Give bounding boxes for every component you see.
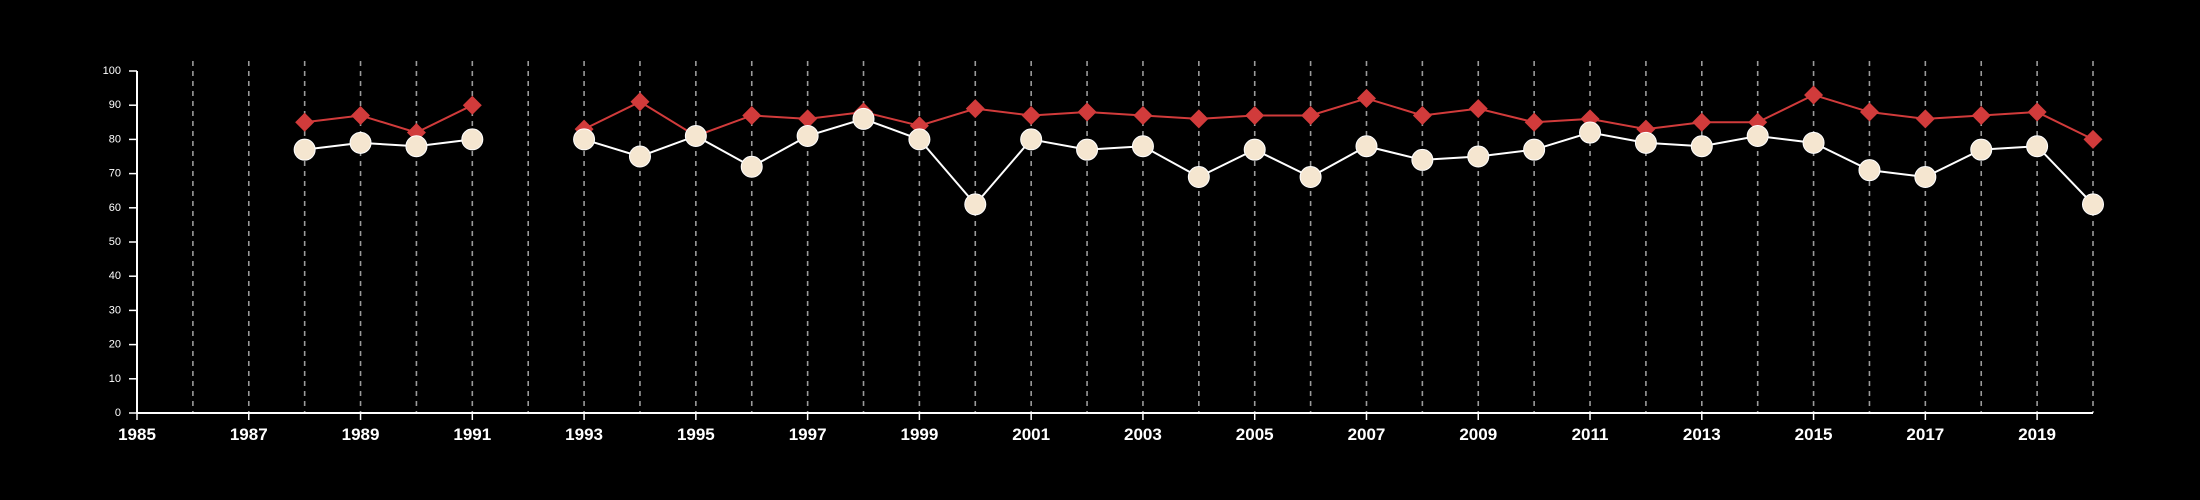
- x-tick-label: 2003: [1124, 425, 1162, 444]
- x-tick-label: 2017: [1906, 425, 1944, 444]
- diamond-marker: [1412, 105, 1432, 125]
- x-tick-label: 1997: [789, 425, 827, 444]
- circle-marker: [1858, 159, 1881, 182]
- y-tick-label: 10: [109, 373, 121, 385]
- diamond-marker: [1468, 99, 1488, 119]
- x-tick-label: 1989: [342, 425, 380, 444]
- circle-marker: [1131, 135, 1154, 158]
- circle-marker: [740, 155, 763, 178]
- diamond-marker: [1021, 105, 1041, 125]
- circle-marker: [628, 145, 651, 168]
- circle-marker: [684, 124, 707, 147]
- series-0: [304, 93, 2094, 141]
- circle-marker: [1690, 135, 1713, 158]
- x-tick-label: 2007: [1348, 425, 1386, 444]
- diamond-marker: [1301, 105, 1321, 125]
- circle-marker: [349, 131, 372, 154]
- circle-marker: [852, 107, 875, 130]
- circle-marker: [293, 138, 316, 161]
- circle-marker: [461, 128, 484, 151]
- y-tick-label: 50: [109, 236, 121, 248]
- diamond-marker: [1915, 109, 1935, 129]
- series-markers-0: [295, 85, 2103, 149]
- diamond-marker: [295, 112, 315, 132]
- y-tick-label: 30: [109, 304, 121, 316]
- series-line-segment: [304, 138, 473, 151]
- circle-marker: [1299, 166, 1322, 189]
- axes: 0 10 20 30 40 50 60 70 80 90 100 1985 1987 1989 1991 19…: [103, 65, 2093, 444]
- y-tick-label: 70: [109, 168, 121, 180]
- circle-marker: [405, 135, 428, 158]
- diamond-marker: [1356, 88, 1376, 108]
- circle-marker: [1970, 138, 1993, 161]
- x-tick-label: 2005: [1236, 425, 1274, 444]
- y-tick-label: 80: [109, 133, 121, 145]
- series-line-segment: [583, 93, 2094, 141]
- diamond-marker: [1524, 112, 1544, 132]
- circle-marker: [796, 124, 819, 147]
- circle-marker: [964, 193, 987, 216]
- circle-marker: [573, 128, 596, 151]
- series-markers-1: [293, 107, 2104, 216]
- y-tick-label: 100: [103, 65, 121, 77]
- diamond-marker: [351, 105, 371, 125]
- x-tick-label: 1995: [677, 425, 715, 444]
- x-tick-label: 2013: [1683, 425, 1721, 444]
- x-tick-label: 1987: [230, 425, 268, 444]
- diamond-marker: [798, 109, 818, 129]
- circle-marker: [1467, 145, 1490, 168]
- series-1: [304, 117, 2094, 206]
- diamond-marker: [1580, 109, 1600, 129]
- x-tick-label: 1985: [118, 425, 156, 444]
- circle-marker: [1802, 131, 1825, 154]
- x-tick-label: 2019: [2018, 425, 2056, 444]
- diamond-marker: [2027, 102, 2047, 122]
- x-tick-label: 1999: [900, 425, 938, 444]
- x-tick-label: 1993: [565, 425, 603, 444]
- x-tick-label: 2015: [1795, 425, 1833, 444]
- circle-marker: [1914, 166, 1937, 189]
- x-tick-label: 2011: [1572, 425, 1609, 444]
- circle-marker: [1746, 124, 1769, 147]
- diamond-marker: [1971, 105, 1991, 125]
- y-tick-label: 90: [109, 99, 121, 111]
- circle-marker: [1355, 135, 1378, 158]
- diamond-marker: [1692, 112, 1712, 132]
- y-tick-label: 60: [109, 202, 121, 214]
- x-tick-label: 1991: [453, 425, 491, 444]
- circle-marker: [1579, 121, 1602, 144]
- diamond-marker: [1859, 102, 1879, 122]
- circle-marker: [2026, 135, 2049, 158]
- series-layer: [293, 85, 2104, 216]
- circle-marker: [908, 128, 931, 151]
- x-tick-label: 2001: [1012, 425, 1050, 444]
- gridlines: [192, 61, 2094, 413]
- diamond-marker: [1077, 102, 1097, 122]
- diamond-marker: [742, 105, 762, 125]
- diamond-marker: [1245, 105, 1265, 125]
- y-tick-label: 0: [115, 407, 121, 419]
- x-tick-label: 2009: [1459, 425, 1497, 444]
- circle-marker: [1076, 138, 1099, 161]
- diamond-marker: [1189, 109, 1209, 129]
- series-line-segment: [304, 104, 473, 134]
- diamond-marker: [1804, 85, 1824, 105]
- diamond-marker: [630, 92, 650, 112]
- circle-marker: [1243, 138, 1266, 161]
- series-line-segment: [583, 117, 2094, 206]
- diamond-marker: [2083, 129, 2103, 149]
- diamond-marker: [1133, 105, 1153, 125]
- y-tick-label: 20: [109, 339, 121, 351]
- circle-marker: [1634, 131, 1657, 154]
- circle-marker: [1523, 138, 1546, 161]
- diamond-marker: [462, 95, 482, 115]
- circle-marker: [1411, 148, 1434, 171]
- diamond-marker: [965, 99, 985, 119]
- circle-marker: [1187, 166, 1210, 189]
- circle-marker: [2082, 193, 2104, 216]
- circle-marker: [1020, 128, 1043, 151]
- y-tick-label: 40: [109, 270, 121, 282]
